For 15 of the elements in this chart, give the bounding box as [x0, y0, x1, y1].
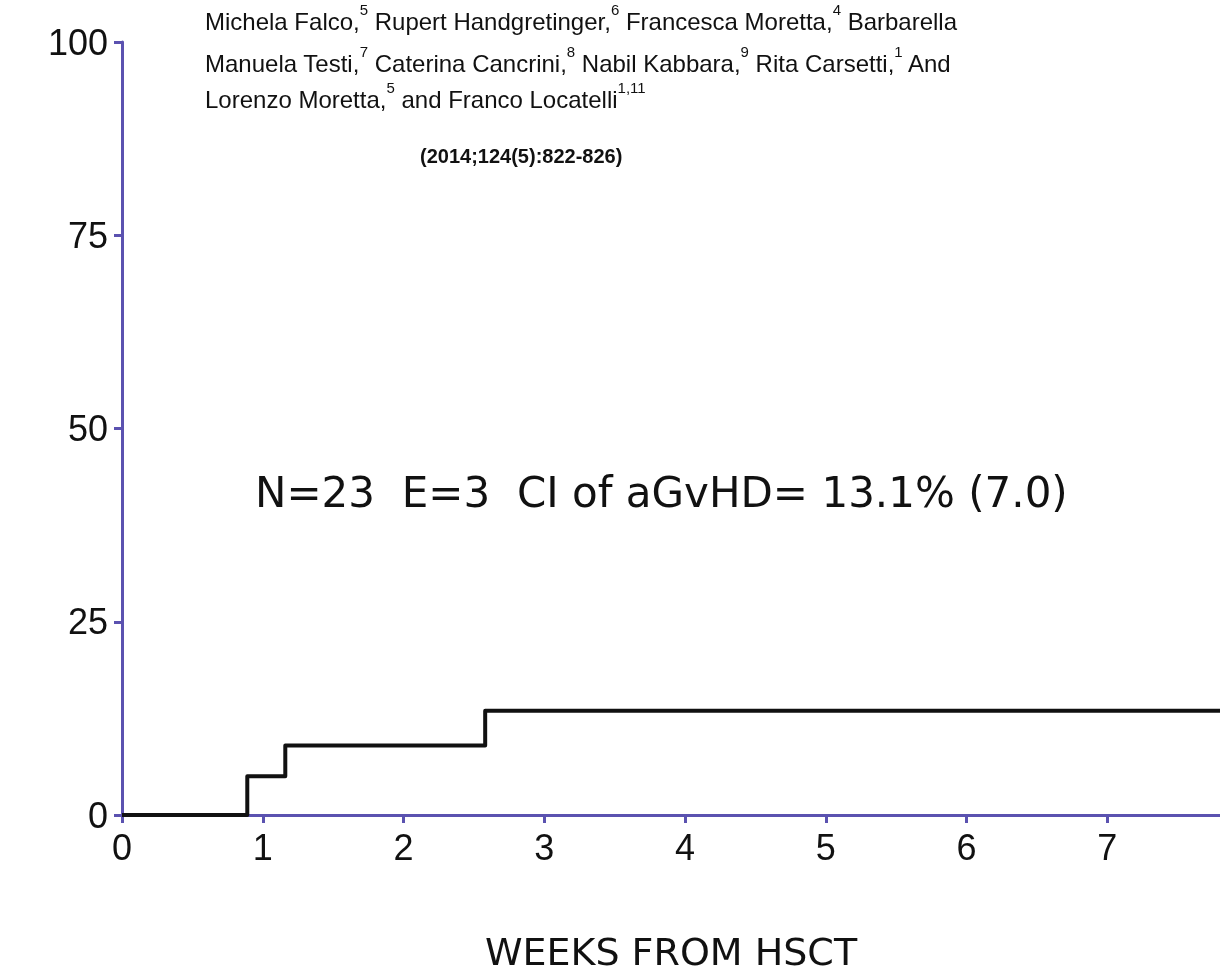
x-tick-label: 7	[1097, 826, 1118, 868]
y-tick-label: 50	[67, 408, 108, 449]
annotation: (2014;124(5):822-826)	[420, 145, 623, 167]
y-tick-label: 75	[67, 214, 108, 256]
x-tick-label: 4	[675, 826, 696, 868]
x-tick-label: 5	[815, 826, 836, 868]
x-tick-label: 6	[956, 826, 977, 868]
y-tick-label: 25	[67, 601, 108, 643]
annotation: N=23 E=3 CI of aGvHD= 13.1% (7.0)	[255, 468, 1068, 518]
x-axis-title: WEEKS FROM HSCT	[484, 930, 858, 974]
x-tick-label: 3	[534, 826, 555, 868]
x-tick-label: 2	[393, 826, 414, 868]
y-tick-label: 100	[47, 21, 108, 63]
y-tick-label: 0	[87, 794, 108, 836]
x-tick-label: 1	[252, 826, 273, 868]
